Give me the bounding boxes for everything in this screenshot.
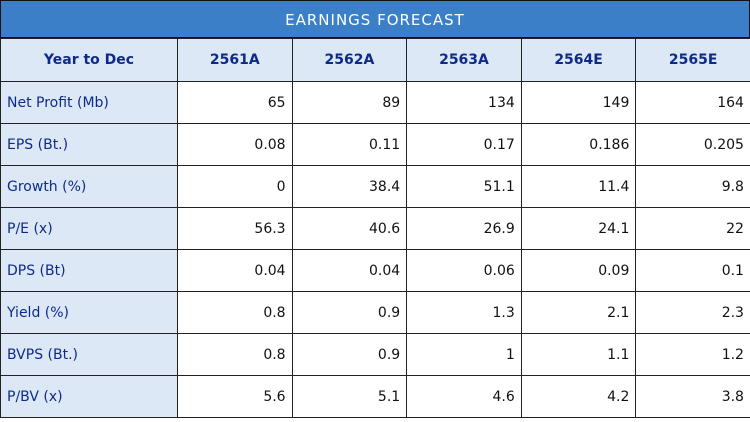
table-row: Net Profit (Mb) 65 89 134 149 164 — [0, 81, 750, 124]
table-cell: 0.8 — [177, 333, 293, 376]
table-cell: 164 — [635, 81, 750, 124]
row-label: P/BV (x) — [0, 375, 178, 418]
table-cell: 0.04 — [291, 249, 408, 292]
table-cell: 0.09 — [520, 249, 637, 292]
table-row: EPS (Bt.) 0.08 0.11 0.17 0.186 0.205 — [0, 123, 750, 166]
table-cell: 134 — [406, 81, 522, 124]
table-cell: 0.8 — [177, 291, 293, 334]
table-cell: 0.11 — [291, 123, 408, 166]
table-cell: 3.8 — [635, 375, 750, 418]
row-label: P/E (x) — [0, 207, 178, 250]
row-label: Yield (%) — [0, 291, 178, 334]
header-2561a: 2561A — [177, 38, 293, 82]
table-cell: 0.06 — [406, 249, 522, 292]
header-2562a: 2562A — [291, 38, 408, 82]
table-cell: 24.1 — [520, 207, 637, 250]
table-cell: 11.4 — [520, 165, 637, 208]
table-cell: 0.186 — [520, 123, 637, 166]
row-label: DPS (Bt) — [0, 249, 178, 292]
table-cell: 0.08 — [177, 123, 293, 166]
table-cell: 0.205 — [635, 123, 750, 166]
table-cell: 0.9 — [291, 333, 408, 376]
table-cell: 0 — [177, 165, 293, 208]
table-row: P/BV (x) 5.6 5.1 4.6 4.2 3.8 — [0, 375, 750, 418]
table-title: EARNINGS FORECAST — [0, 0, 750, 38]
table-cell: 4.6 — [406, 375, 522, 418]
table-row: Yield (%) 0.8 0.9 1.3 2.1 2.3 — [0, 291, 750, 334]
table-cell: 0.17 — [406, 123, 522, 166]
table-row: BVPS (Bt.) 0.8 0.9 1 1.1 1.2 — [0, 333, 750, 376]
table-cell: 0.04 — [177, 249, 293, 292]
header-2564e: 2564E — [520, 38, 637, 82]
table-cell: 1 — [406, 333, 522, 376]
table-cell: 1.1 — [520, 333, 637, 376]
row-label: BVPS (Bt.) — [0, 333, 178, 376]
table-cell: 2.3 — [635, 291, 750, 334]
table-cell: 2.1 — [520, 291, 637, 334]
row-label: EPS (Bt.) — [0, 123, 178, 166]
table-cell: 149 — [520, 81, 637, 124]
table-cell: 9.8 — [635, 165, 750, 208]
table-cell: 4.2 — [520, 375, 637, 418]
table-cell: 0.1 — [635, 249, 750, 292]
header-row: Year to Dec 2561A 2562A 2563A 2564E 2565… — [0, 38, 750, 82]
table-cell: 1.3 — [406, 291, 522, 334]
table-cell: 40.6 — [291, 207, 408, 250]
table-row: P/E (x) 56.3 40.6 26.9 24.1 22 — [0, 207, 750, 250]
table-cell: 65 — [177, 81, 293, 124]
table-cell: 1.2 — [635, 333, 750, 376]
table-cell: 56.3 — [177, 207, 293, 250]
table-cell: 0.9 — [291, 291, 408, 334]
table-cell: 5.6 — [177, 375, 293, 418]
row-label: Net Profit (Mb) — [0, 81, 178, 124]
table-cell: 51.1 — [406, 165, 522, 208]
table-cell: 38.4 — [291, 165, 408, 208]
earnings-table: Year to Dec 2561A 2562A 2563A 2564E 2565… — [0, 38, 750, 418]
header-year-to-dec: Year to Dec — [0, 38, 178, 82]
row-label: Growth (%) — [0, 165, 178, 208]
table-cell: 5.1 — [291, 375, 408, 418]
header-2565e: 2565E — [635, 38, 750, 82]
header-2563a: 2563A — [406, 38, 522, 82]
table-cell: 89 — [291, 81, 408, 124]
table-cell: 26.9 — [406, 207, 522, 250]
table-cell: 22 — [635, 207, 750, 250]
table-row: Growth (%) 0 38.4 51.1 11.4 9.8 — [0, 165, 750, 208]
table-row: DPS (Bt) 0.04 0.04 0.06 0.09 0.1 — [0, 249, 750, 292]
